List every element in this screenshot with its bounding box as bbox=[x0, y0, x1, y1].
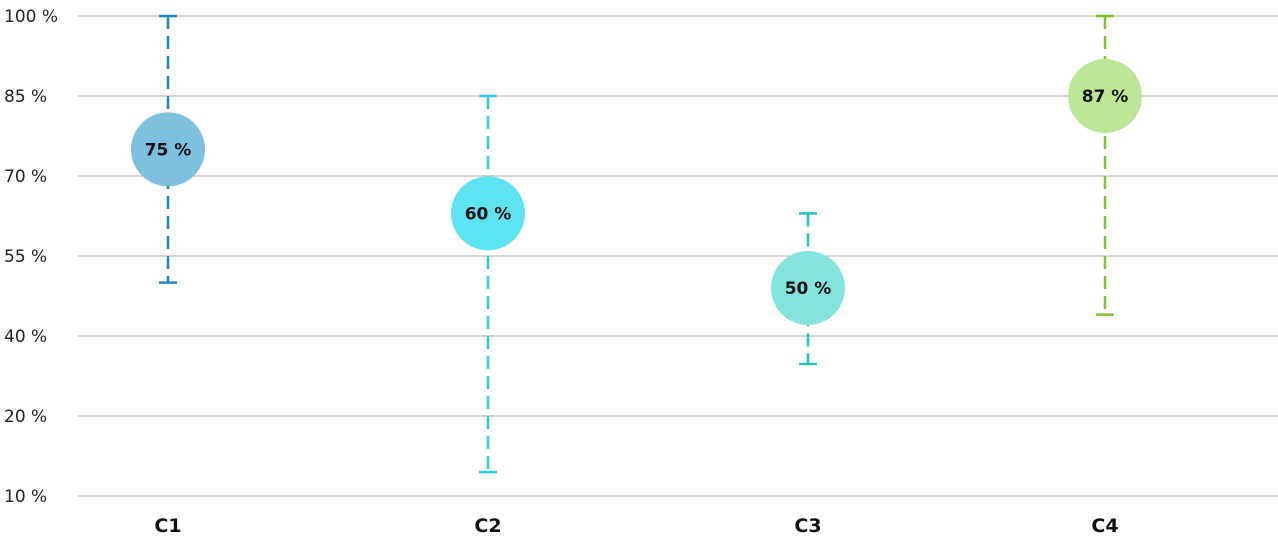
error-bar bbox=[799, 212, 817, 366]
y-tick-label: 10 % bbox=[4, 487, 47, 507]
data-point-marker bbox=[771, 251, 845, 325]
y-tick-label: 100 % bbox=[4, 7, 58, 27]
error-bar bbox=[159, 14, 177, 284]
gridlines bbox=[78, 15, 1278, 497]
error-bar bbox=[479, 94, 497, 474]
data-label: 87 % bbox=[1082, 87, 1129, 107]
x-axis-ticks: C1 C2 C3 C4 bbox=[154, 515, 1118, 537]
data-label: 50 % bbox=[785, 279, 832, 299]
y-tick-label: 40 % bbox=[4, 327, 47, 347]
data-point-marker bbox=[451, 176, 525, 251]
x-tick-label: C2 bbox=[474, 515, 501, 537]
data-label: 60 % bbox=[465, 204, 512, 224]
error-bars bbox=[159, 14, 1114, 474]
data-label: 75 % bbox=[145, 140, 192, 160]
y-tick-label: 85 % bbox=[4, 87, 47, 107]
data-points: 75 % 60 % 50 % 87 % bbox=[131, 59, 1142, 325]
y-tick-label: 20 % bbox=[4, 407, 47, 427]
data-point-marker bbox=[131, 112, 205, 187]
x-tick-label: C1 bbox=[154, 515, 181, 537]
y-tick-label: 55 % bbox=[4, 247, 47, 267]
x-tick-label: C4 bbox=[1091, 515, 1118, 537]
data-point-marker bbox=[1068, 59, 1142, 133]
y-tick-label: 70 % bbox=[4, 167, 47, 187]
x-tick-label: C3 bbox=[794, 515, 821, 537]
y-axis-ticks: 10 % 20 % 40 % 55 % 70 % 85 % 100 % bbox=[4, 7, 58, 507]
